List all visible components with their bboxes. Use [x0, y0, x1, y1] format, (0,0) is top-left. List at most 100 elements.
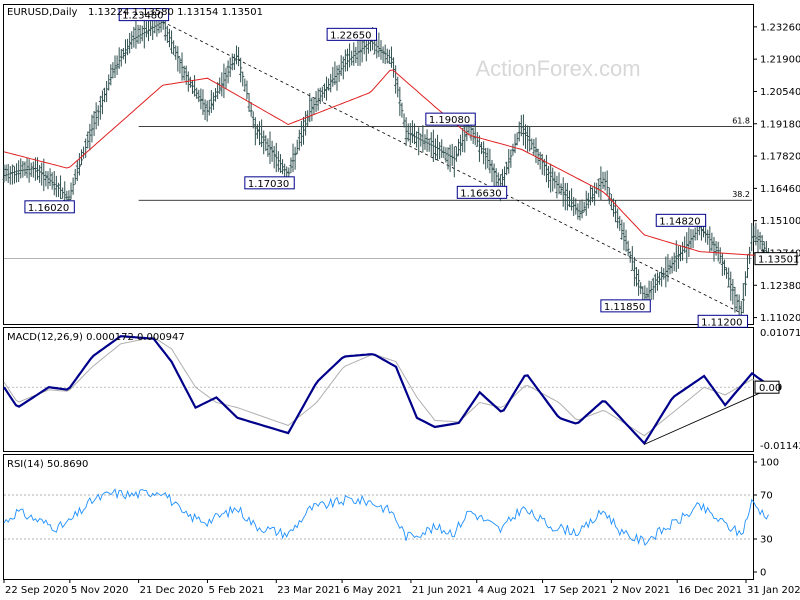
- ohlc-bar: [2, 164, 6, 183]
- ohlc-bar: [536, 148, 540, 166]
- ohlc-bar: [170, 30, 174, 54]
- ohlc-bar: [111, 62, 115, 79]
- ohlc-bar: [276, 151, 280, 172]
- ohlc-bar: [727, 267, 731, 288]
- ohlc-bar: [140, 25, 144, 42]
- ohlc-bar: [331, 66, 335, 87]
- svg-text:1.19080: 1.19080: [429, 115, 470, 126]
- ohlc-bar: [666, 254, 670, 282]
- ohlc-bar: [534, 137, 538, 164]
- ohlc-bar: [637, 269, 641, 296]
- ohlc-bar: [232, 53, 236, 70]
- ohlc-bar: [61, 187, 65, 199]
- ohlc-bar: [662, 268, 666, 280]
- ohlc-bar: [681, 241, 685, 261]
- ohlc-bar: [113, 55, 117, 78]
- ohlc-bar: [427, 138, 431, 152]
- rsi-y-tick-label: 70: [760, 491, 773, 502]
- ohlc-bar: [40, 162, 44, 186]
- ohlc-bar: [92, 110, 96, 137]
- ohlc-bar: [337, 64, 341, 82]
- ohlc-bar: [591, 187, 595, 203]
- ohlc-bar: [119, 49, 123, 67]
- ohlc-bar: [668, 259, 672, 275]
- ohlc-bar: [381, 46, 385, 64]
- watermark: ActionForex.com: [475, 56, 640, 81]
- ohlc-bar: [329, 73, 333, 93]
- ohlc-bar: [551, 167, 555, 192]
- ohlc-bar: [320, 86, 324, 102]
- rsi-y-tick-label: 30: [760, 535, 773, 546]
- ohlc-bar: [310, 97, 314, 122]
- ohlc-bar: [746, 254, 750, 279]
- ohlc-bar: [10, 164, 14, 185]
- ohlc-bar: [291, 143, 295, 173]
- ohlc-bar: [86, 131, 90, 149]
- ohlc-bar: [270, 140, 274, 162]
- ohlc-bar: [308, 93, 312, 123]
- ohlc-bar: [115, 55, 119, 76]
- ohlc-bar: [262, 130, 266, 155]
- ohlc-bar: [21, 160, 25, 178]
- ohlc-bar: [396, 76, 400, 98]
- ohlc-bar: [167, 28, 171, 48]
- ohlc-bar: [193, 75, 197, 97]
- ohlc-bar: [123, 39, 127, 64]
- ohlc-bar: [46, 171, 50, 190]
- ohlc-bar: [50, 172, 54, 190]
- macd-y-tick-label: 0.010715: [760, 328, 800, 339]
- ohlc-bar: [561, 177, 565, 207]
- ohlc-bar: [214, 88, 218, 102]
- ohlc-bar: [283, 163, 287, 177]
- ohlc-bar: [521, 114, 525, 146]
- x-tick-label: 21 Jun 2021: [412, 585, 472, 596]
- ohlc-bar: [649, 281, 653, 301]
- svg-text:1.13501: 1.13501: [758, 255, 799, 266]
- ohlc-bar: [318, 87, 322, 105]
- ohlc-bar: [710, 232, 714, 252]
- swing-label: 1.22650: [326, 27, 378, 41]
- x-tick-label: 16 Dec 2021: [678, 585, 742, 596]
- ohlc-bar: [96, 105, 100, 126]
- svg-text:1.23480: 1.23480: [122, 11, 163, 22]
- ohlc-bar: [725, 267, 729, 279]
- ohlc-bar: [511, 143, 515, 156]
- ohlc-bar: [352, 42, 356, 66]
- ohlc-bar: [42, 158, 46, 192]
- ohlc-bar: [538, 151, 542, 170]
- ohlc-bar: [459, 134, 463, 156]
- ohlc-bar: [23, 161, 27, 176]
- ohlc-bar: [733, 286, 737, 313]
- ohlc-bar: [341, 56, 345, 80]
- ohlc-bar: [415, 131, 419, 148]
- ohlc-bar: [433, 138, 437, 160]
- ohlc-bar: [618, 215, 622, 231]
- ohlc-bar: [209, 89, 213, 113]
- ohlc-bar: [549, 163, 553, 193]
- ohlc-bar: [176, 46, 180, 72]
- swing-label: 1.19080: [425, 112, 476, 126]
- ohlc-bar: [758, 231, 762, 250]
- swing-label: 1.16020: [24, 200, 75, 214]
- ohlc-bar: [293, 146, 297, 170]
- ohlc-bar: [503, 166, 507, 188]
- ohlc-bar: [36, 157, 40, 180]
- ohlc-bar: [410, 120, 414, 144]
- ohlc-bar: [440, 139, 444, 158]
- ohlc-bar: [100, 90, 104, 115]
- ohlc-bar: [38, 164, 42, 183]
- ohlc-bar: [651, 277, 655, 300]
- price-y-tick-label: 1.19180: [760, 119, 800, 130]
- price-y-tick-label: 1.16460: [760, 184, 800, 195]
- ohlc-bar: [509, 149, 513, 168]
- ohlc-bar: [431, 129, 435, 162]
- svg-text:1.11850: 1.11850: [604, 302, 645, 313]
- ohlc-bar: [584, 190, 588, 216]
- ohlc-bar: [578, 200, 582, 221]
- ohlc-bar: [94, 102, 98, 130]
- ohlc-bar: [635, 267, 639, 287]
- ohlc-bar: [327, 78, 331, 91]
- ohlc-bar: [15, 163, 19, 183]
- ohlc-bar: [220, 72, 224, 97]
- ohlc-bar: [672, 252, 676, 272]
